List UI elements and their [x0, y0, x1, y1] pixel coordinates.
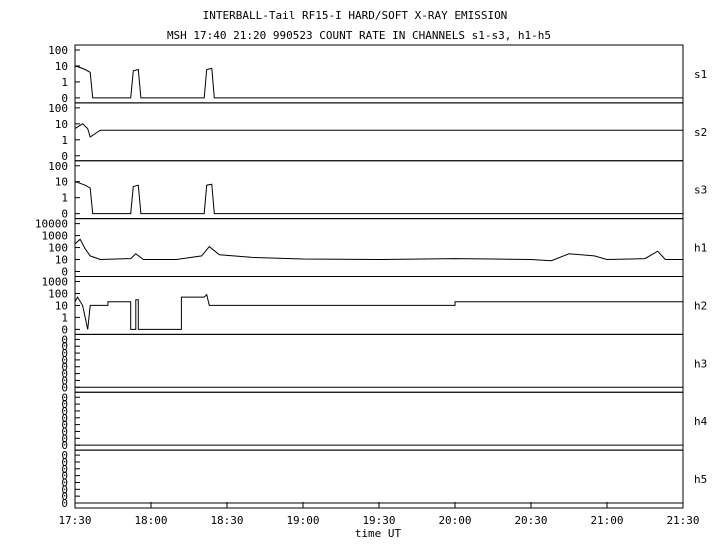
x-tick-label: 21:30	[666, 514, 699, 527]
panel-frame	[74, 44, 684, 104]
series-line-h1	[74, 238, 683, 262]
y-tick-label: 0	[61, 476, 68, 489]
y-tick-label: 1000	[42, 230, 69, 243]
y-tick-label: 0	[61, 208, 68, 221]
y-tick-label: 10	[55, 118, 68, 131]
y-tick-label: 0	[61, 412, 68, 425]
y-tick-label: 0	[61, 439, 68, 452]
y-tick-label: 0	[61, 361, 68, 374]
panel-frame	[74, 449, 684, 509]
y-tick-label: 0	[61, 333, 68, 346]
chart-title: INTERBALL-Tail RF15-I HARD/SOFT X-RAY EM…	[203, 9, 508, 22]
y-tick-label: 100	[48, 102, 68, 115]
y-tick-label: 1	[61, 134, 68, 147]
y-tick-label: 0	[61, 374, 68, 387]
y-tick-label: 1000	[42, 276, 69, 289]
y-tick-label: 1	[61, 192, 68, 205]
panel-label-h5: h5	[694, 473, 707, 486]
y-tick-label: 1	[61, 76, 68, 89]
panel-label-s3: s3	[694, 184, 707, 197]
x-tick-label: 19:30	[362, 514, 395, 527]
y-tick-label: 1	[61, 311, 68, 324]
y-tick-label: 0	[61, 150, 68, 163]
y-tick-label: 0	[61, 368, 68, 381]
panel-frame	[74, 102, 684, 162]
series-line-s1	[74, 65, 683, 99]
x-axis: 17:30 18:00 18:30 19:00 19:30 20:00 20:30 21:00…	[58, 502, 700, 527]
x-tick-label: 19:00	[286, 514, 319, 527]
y-tick-label: 100	[48, 160, 68, 173]
y-tick-label: 10	[55, 60, 68, 73]
y-tick-label: 0	[61, 391, 68, 404]
series-line-h2	[74, 293, 683, 330]
panel-frame	[74, 160, 684, 220]
y-tick-label: 0	[61, 483, 68, 496]
y-tick-label: 0	[61, 497, 68, 510]
y-tick-label: 0	[61, 266, 68, 279]
y-tick-label: 100	[48, 44, 68, 57]
y-tick-label: 0	[61, 347, 68, 360]
x-tick-label: 17:30	[58, 514, 91, 527]
panel-label-h3: h3	[694, 357, 707, 370]
y-tick-label: 0	[61, 456, 68, 469]
y-tick-label: 0	[61, 449, 68, 462]
x-tick-label: 18:30	[210, 514, 243, 527]
y-tick-label: 0	[61, 323, 68, 336]
y-tick-label: 10000	[35, 218, 68, 231]
x-tick-label: 20:30	[514, 514, 547, 527]
y-tick-label: 10	[55, 254, 68, 267]
y-tick-label: 10	[55, 176, 68, 189]
chart-subtitle: MSH 17:40 21:20 990523 COUNT RATE IN CHA…	[167, 29, 551, 42]
series-line-s2	[74, 123, 683, 138]
y-tick-label: 0	[61, 463, 68, 476]
panels: 1001010s11001010s21001010s31000010001001…	[35, 44, 708, 510]
x-tick-label: 21:00	[590, 514, 623, 527]
panel-label-s1: s1	[694, 68, 707, 81]
panel-label-h4: h4	[694, 415, 708, 428]
y-tick-label: 10	[55, 299, 68, 312]
y-tick-label: 0	[61, 425, 68, 438]
y-tick-label: 0	[61, 381, 68, 394]
x-tick-label: 20:00	[438, 514, 471, 527]
panel-frame	[74, 218, 684, 277]
y-tick-label: 0	[61, 419, 68, 432]
y-tick-label: 0	[61, 470, 68, 483]
y-tick-label: 100	[48, 242, 68, 255]
y-tick-label: 0	[61, 92, 68, 105]
y-tick-label: 100	[48, 287, 68, 300]
y-tick-label: 0	[61, 432, 68, 445]
panel-frame	[74, 391, 684, 451]
panel-frame	[74, 333, 684, 393]
panel-label-h2: h2	[694, 299, 707, 312]
y-tick-label: 0	[61, 340, 68, 353]
panel-label-h1: h1	[694, 242, 707, 255]
x-tick-label: 18:00	[134, 514, 167, 527]
x-axis-label: time UT	[355, 527, 402, 540]
y-tick-label: 0	[61, 354, 68, 367]
y-tick-label: 0	[61, 490, 68, 503]
y-tick-label: 0	[61, 398, 68, 411]
panel-label-s2: s2	[694, 126, 707, 139]
series-line-s3	[74, 181, 683, 215]
y-tick-label: 0	[61, 405, 68, 418]
